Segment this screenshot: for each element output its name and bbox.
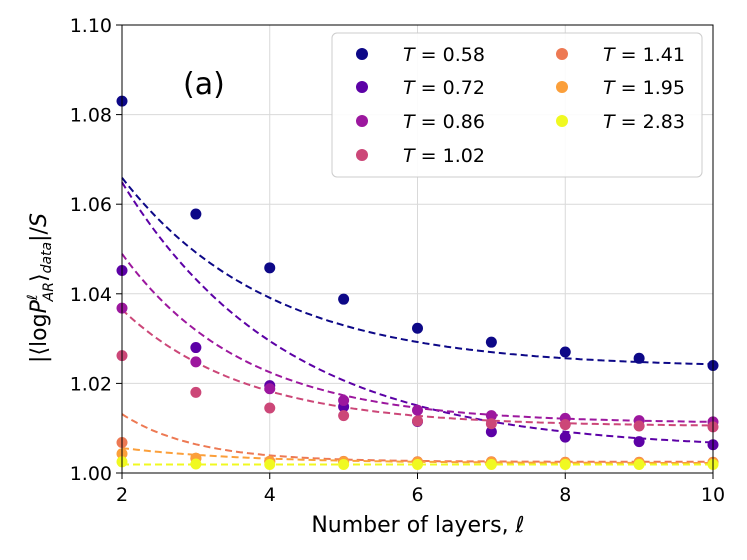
- legend-box: [331, 32, 703, 178]
- y-tick-label: 1.06: [70, 194, 112, 216]
- data-point-T-1.02: [633, 420, 645, 432]
- data-point-T-2.83: [264, 458, 276, 470]
- y-tick-label: 1.10: [70, 15, 112, 37]
- x-tick-label: 10: [701, 484, 725, 506]
- data-point-T-0.58: [264, 262, 276, 274]
- legend-marker-T-0.58: [356, 48, 368, 60]
- data-point-T-2.83: [633, 458, 645, 470]
- data-point-T-0.72: [559, 431, 571, 443]
- x-axis-title: Number of layers, ℓ: [311, 513, 524, 538]
- legend-marker-T-1.41: [556, 48, 568, 60]
- data-point-T-0.86: [338, 394, 350, 406]
- legend-label-T-0.72: T = 0.72: [403, 77, 485, 99]
- data-point-T-0.58: [485, 336, 497, 348]
- data-points: [116, 95, 719, 470]
- data-point-T-0.58: [559, 346, 571, 358]
- x-tick-label: 8: [559, 484, 571, 506]
- legend-label-T-1.41: T = 1.41: [603, 44, 685, 66]
- panel-label: (a): [183, 67, 225, 102]
- y-tick-label: 1.08: [70, 105, 112, 127]
- data-point-T-2.83: [190, 458, 202, 470]
- data-point-T-0.86: [485, 410, 497, 422]
- data-point-T-0.58: [412, 322, 423, 334]
- axis-ticks: 2 4 6 8 10 1.00 1.02 1.04 1.06 1.08 1.10: [70, 15, 725, 506]
- data-point-T-2.83: [485, 458, 497, 470]
- x-tick-label: 6: [411, 484, 423, 506]
- data-point-T-0.86: [412, 404, 423, 416]
- y-tick-label: 1.02: [70, 373, 112, 395]
- legend: T = 0.58 T = 0.72 T = 0.86 T = 1.02 T = 1.41…: [331, 32, 703, 178]
- data-point-T-0.72: [190, 342, 202, 354]
- data-point-T-1.02: [485, 418, 497, 430]
- legend-label-T-0.58: T = 0.58: [403, 44, 485, 66]
- legend-marker-T-1.95: [556, 81, 568, 93]
- legend-label-T-2.83: T = 2.83: [603, 111, 685, 133]
- data-point-T-0.58: [190, 208, 202, 220]
- data-point-T-1.02: [559, 419, 571, 431]
- legend-label-T-1.95: T = 1.95: [603, 77, 685, 99]
- data-point-T-1.02: [338, 410, 350, 422]
- data-point-T-0.58: [633, 352, 645, 364]
- data-point-T-2.83: [559, 458, 571, 470]
- legend-marker-T-1.02: [356, 149, 368, 161]
- y-tick-label: 1.00: [70, 463, 112, 485]
- data-point-T-1.02: [412, 415, 423, 427]
- legend-marker-T-0.72: [356, 81, 368, 93]
- legend-label-T-0.86: T = 0.86: [403, 111, 485, 133]
- data-point-T-0.86: [190, 356, 202, 368]
- data-point-T-0.72: [485, 426, 497, 438]
- x-tick-label: 4: [264, 484, 276, 506]
- x-tick-label: 2: [116, 484, 128, 506]
- y-tick-label: 1.04: [70, 284, 112, 306]
- legend-label-T-1.02: T = 1.02: [403, 145, 485, 167]
- data-point-T-2.83: [412, 458, 423, 470]
- data-point-T-2.83: [338, 458, 350, 470]
- legend-marker-T-2.83: [556, 115, 568, 127]
- data-point-T-0.86: [264, 383, 276, 395]
- y-axis-title: |⟨logPℓAR⟩data|/S: [25, 213, 57, 363]
- legend-marker-T-0.86: [356, 115, 368, 127]
- fit-curve-T-0.58: [121, 177, 713, 366]
- data-point-T-1.02: [264, 402, 276, 414]
- data-point-T-0.72: [633, 436, 645, 448]
- data-point-T-0.58: [338, 293, 350, 305]
- data-point-T-1.02: [190, 386, 202, 398]
